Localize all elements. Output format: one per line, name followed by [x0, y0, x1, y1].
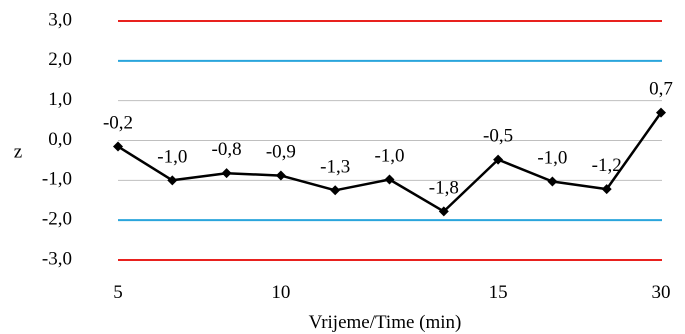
x-axis-title: Vrijeme/Time (min): [309, 312, 462, 333]
y-axis-ticks: 3,0 2,0 1,0 0,0 -1,0 -2,0 -3,0: [42, 9, 72, 269]
y-tick-label: 1,0: [48, 89, 72, 110]
data-label: -0,8: [212, 139, 242, 160]
data-label: 0,7: [649, 79, 673, 100]
data-label: -1,3: [320, 156, 350, 177]
data-point-marker: [330, 185, 341, 196]
x-tick-label: 15: [489, 282, 508, 303]
data-label: -1,0: [537, 148, 567, 169]
reference-lines: [118, 20, 662, 261]
y-tick-label: -3,0: [42, 248, 72, 269]
data-point-marker: [601, 184, 612, 195]
data-point-marker: [113, 141, 123, 152]
data-point-marker: [167, 175, 178, 186]
y-tick-label: -1,0: [42, 169, 72, 190]
series: [113, 107, 666, 217]
data-point-marker: [656, 107, 666, 118]
y-tick-label: -2,0: [42, 209, 72, 230]
data-label: -0,2: [103, 112, 133, 133]
data-label: -1,0: [374, 146, 404, 167]
y-tick-label: 2,0: [48, 49, 72, 70]
x-tick-label: 30: [652, 282, 671, 303]
data-labels: -0,2 -1,0 -0,8 -0,9 -1,3 -1,0 -1,8 -0,5 -1,0 -1,2…: [103, 79, 673, 199]
y-axis-title: z: [14, 141, 22, 162]
data-label: -1,0: [157, 146, 187, 167]
data-point-marker: [438, 206, 449, 217]
data-point-marker: [493, 154, 504, 165]
y-tick-label: 0,0: [48, 129, 72, 150]
x-tick-label: 5: [113, 282, 123, 303]
data-point-marker: [547, 176, 558, 187]
data-label: -0,5: [483, 126, 513, 147]
data-label: -1,8: [429, 177, 459, 198]
data-label: -1,2: [592, 155, 622, 176]
data-label: -0,9: [266, 142, 296, 163]
data-point-marker: [221, 168, 232, 179]
gridlines: [118, 20, 662, 261]
data-point-marker: [275, 170, 286, 181]
x-tick-label: 10: [271, 282, 290, 303]
y-tick-label: 3,0: [48, 9, 72, 30]
data-point-marker: [384, 174, 395, 185]
x-axis-ticks: 5 10 15 30: [113, 282, 670, 303]
